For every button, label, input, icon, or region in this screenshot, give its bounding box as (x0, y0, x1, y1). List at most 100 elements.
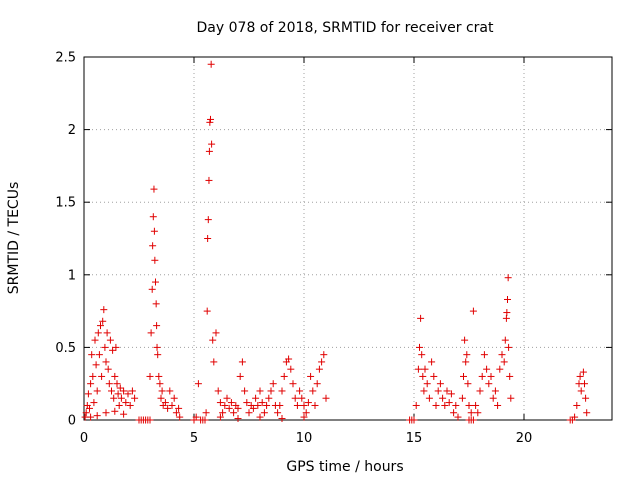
data-point (161, 399, 169, 407)
data-point (269, 380, 277, 388)
data-point (278, 387, 286, 395)
x-tick-label: 15 (406, 431, 423, 446)
data-point (501, 336, 509, 344)
data-point (498, 351, 506, 359)
data-point (86, 404, 93, 412)
data-point (150, 185, 158, 193)
data-point (176, 413, 184, 421)
data-point (577, 387, 585, 395)
data-point (576, 372, 584, 380)
data-point (108, 387, 115, 395)
data-point (151, 256, 159, 264)
data-point (152, 278, 159, 286)
data-point (298, 394, 306, 402)
grid (84, 57, 612, 420)
data-point (149, 242, 157, 250)
data-point (254, 401, 262, 409)
data-point (434, 387, 442, 395)
data-point (202, 409, 210, 417)
data-point (153, 343, 161, 351)
data-point (414, 365, 422, 373)
data-point (157, 394, 165, 402)
data-point (318, 358, 326, 366)
data-point (419, 372, 427, 380)
data-point (82, 409, 90, 417)
data-point (252, 394, 260, 402)
data-point (474, 409, 482, 417)
data-point (158, 387, 166, 395)
data-point (111, 372, 119, 380)
data-point (207, 60, 215, 68)
data-point (106, 336, 114, 344)
data-point (416, 343, 423, 351)
data-point (452, 401, 460, 409)
data-point (234, 404, 242, 412)
data-point (175, 404, 183, 412)
data-point (454, 413, 462, 421)
data-point (420, 387, 428, 395)
data-point (93, 387, 101, 395)
data-point (206, 118, 214, 126)
data-point (205, 147, 213, 155)
data-point (203, 307, 211, 315)
data-point (149, 213, 157, 221)
data-point (243, 399, 251, 407)
data-point (285, 355, 293, 363)
data-point (504, 295, 511, 303)
data-point (102, 409, 110, 417)
data-point (230, 409, 238, 417)
x-axis-label: GPS time / hours (286, 459, 403, 475)
data-point (110, 394, 118, 402)
data-point (238, 358, 246, 366)
data-point (421, 365, 429, 373)
data-point (432, 401, 440, 409)
data-point (504, 274, 512, 282)
data-point (491, 387, 499, 395)
data-point (503, 309, 511, 317)
data-point (219, 409, 227, 417)
data-point (94, 329, 102, 337)
data-point (313, 380, 321, 388)
data-point (276, 401, 284, 409)
data-point (430, 372, 438, 380)
data-point (304, 399, 312, 407)
data-point (116, 384, 124, 392)
data-point (483, 365, 491, 373)
data-point (583, 409, 591, 417)
data-point (472, 401, 480, 409)
data-point (91, 336, 99, 344)
data-point (87, 380, 95, 388)
data-point (489, 394, 497, 402)
data-point (487, 372, 495, 380)
data-point (469, 307, 477, 315)
data-marks (81, 60, 591, 424)
data-point (410, 416, 418, 424)
data-point (97, 322, 104, 330)
data-point (225, 404, 233, 412)
data-point (443, 387, 451, 395)
data-point (164, 404, 172, 412)
axis-ticks: 0 0.5 1 1.5 2 2.5 0 5 10 15 20 (55, 51, 612, 446)
data-point (289, 380, 297, 388)
data-point (287, 365, 295, 373)
data-point (478, 372, 486, 380)
x-tick-label: 20 (516, 431, 533, 446)
data-point (99, 317, 107, 325)
data-point (476, 387, 484, 395)
data-point (485, 380, 493, 388)
data-point (463, 351, 471, 359)
y-axis-label: SRMTID / TECUs (6, 182, 22, 295)
data-point (115, 401, 123, 409)
plot-frame (83, 56, 613, 421)
data-point (236, 372, 244, 380)
data-point (582, 394, 590, 402)
data-point (210, 358, 218, 366)
data-point (208, 140, 216, 148)
data-point (120, 387, 128, 395)
data-point (571, 413, 579, 421)
data-point (166, 387, 174, 395)
data-point (234, 415, 242, 423)
data-point (112, 343, 120, 351)
data-point (216, 413, 224, 421)
data-point (322, 394, 330, 402)
